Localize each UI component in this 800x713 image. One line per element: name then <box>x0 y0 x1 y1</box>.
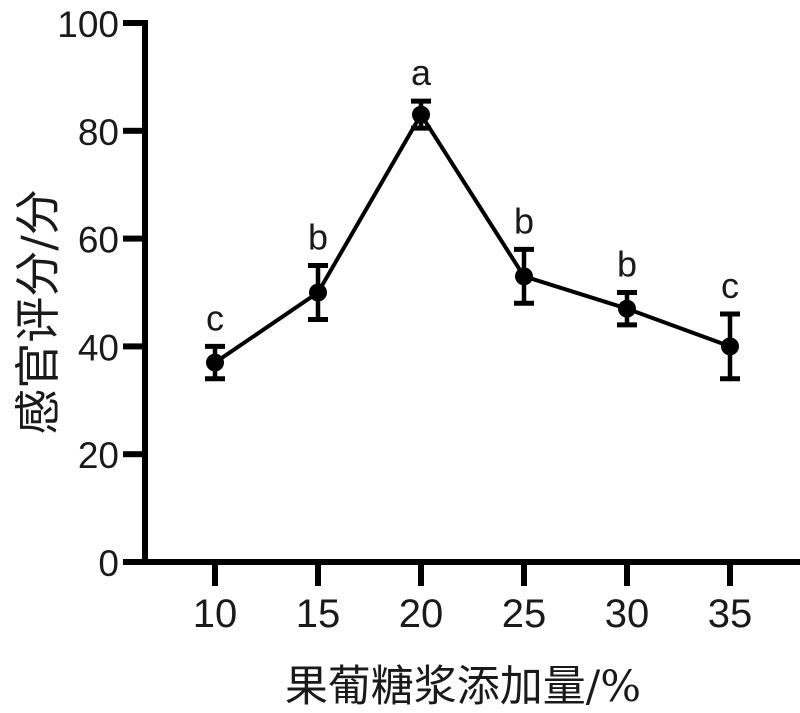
data-point-marker <box>515 267 533 286</box>
data-point-marker <box>206 353 224 372</box>
y-tick <box>123 343 142 350</box>
significance-letters: c b a b b c <box>206 52 739 338</box>
x-tick <box>418 565 424 586</box>
x-tick <box>212 565 218 586</box>
data-point-marker <box>618 299 636 318</box>
x-tick <box>521 565 527 586</box>
y-tick-label: 40 <box>78 327 119 368</box>
significance-letter: c <box>206 297 224 338</box>
error-bars <box>205 98 740 382</box>
x-tick-label: 30 <box>605 592 650 636</box>
x-tick <box>727 565 733 586</box>
y-tick <box>123 235 142 242</box>
y-tick <box>123 127 142 134</box>
significance-letter: b <box>514 200 534 241</box>
x-tick <box>624 565 630 586</box>
y-tick-label: 60 <box>78 220 119 261</box>
x-tick-label: 10 <box>193 592 238 636</box>
x-tick-label: 25 <box>502 592 547 636</box>
y-axis-title: 感官评分/分 <box>11 189 65 435</box>
y-tick-label: 0 <box>98 543 119 584</box>
y-tick <box>123 20 142 26</box>
x-tick <box>315 565 321 586</box>
tick-labels: 0 20 40 60 80 100 10 15 20 25 30 35 <box>57 4 752 636</box>
significance-letter: b <box>308 217 328 258</box>
y-tick <box>123 559 142 565</box>
data-line <box>213 110 731 365</box>
data-point-marker <box>309 283 327 302</box>
y-axis-spine <box>142 20 148 565</box>
data-series <box>206 105 739 372</box>
y-tick-label: 100 <box>57 4 119 45</box>
x-tick-label: 15 <box>296 592 341 636</box>
y-tick-label: 80 <box>78 112 119 153</box>
significance-letter: c <box>721 265 739 306</box>
data-point-marker <box>721 337 739 356</box>
x-tick-label: 35 <box>708 592 753 636</box>
y-tick-label: 20 <box>78 435 119 476</box>
x-axis-title: 果葡糖浆添加量/% <box>285 662 641 712</box>
x-tick-label: 20 <box>399 592 444 636</box>
data-point-marker <box>412 105 430 124</box>
significance-letter: a <box>411 52 432 93</box>
significance-letter: b <box>617 244 637 285</box>
axes <box>123 20 800 586</box>
x-axis-spine <box>142 559 800 565</box>
y-tick <box>123 451 142 458</box>
